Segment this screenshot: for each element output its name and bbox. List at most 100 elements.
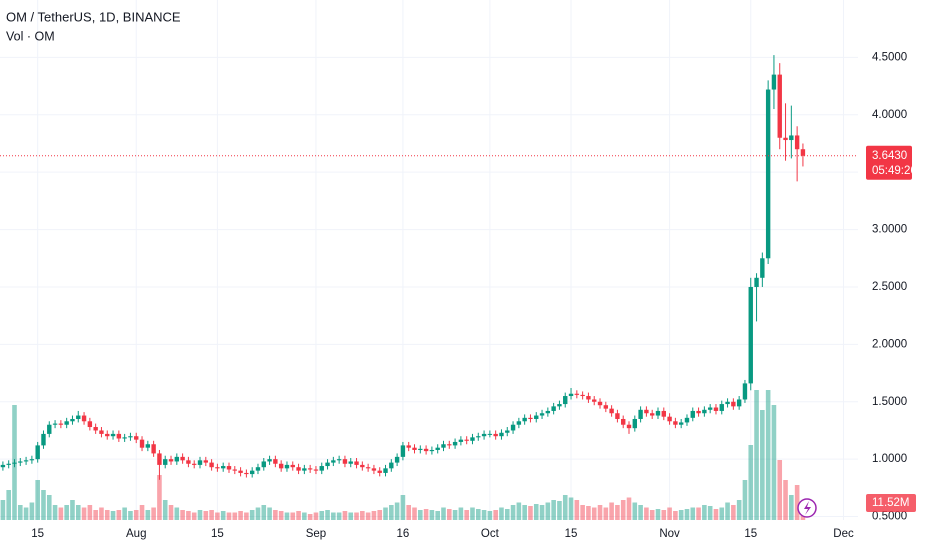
volume-bar	[232, 512, 238, 520]
candle-body	[418, 448, 423, 450]
candle-body	[661, 410, 666, 417]
volume-bar	[719, 507, 725, 520]
x-tick-label: Oct	[481, 528, 500, 540]
volume-bar	[331, 512, 336, 520]
candle-body	[81, 415, 87, 422]
volume-bar	[342, 511, 348, 520]
candle-body	[226, 466, 232, 470]
volume-bar	[423, 509, 429, 520]
candle-body	[476, 436, 481, 438]
candle-body	[760, 258, 765, 278]
candle-body	[319, 466, 324, 471]
volume-bar	[87, 505, 93, 520]
candle-body	[35, 445, 40, 460]
candle-body	[47, 424, 52, 434]
volume-bar	[104, 510, 110, 520]
volume-bar	[441, 507, 446, 520]
candle-body	[580, 394, 585, 397]
volume-bar	[673, 511, 678, 520]
candle-body	[609, 408, 614, 414]
candle-body	[777, 74, 782, 138]
candle-body	[447, 444, 452, 446]
candle-body	[789, 135, 794, 141]
candle-body	[684, 417, 690, 423]
candle-body	[719, 404, 724, 411]
candle-body	[290, 464, 295, 468]
volume-bar	[736, 500, 742, 520]
candle-body	[765, 89, 771, 259]
volume-bar	[122, 507, 127, 520]
volume-bar	[35, 480, 40, 520]
volume-bar	[348, 512, 354, 520]
candle-body	[232, 469, 237, 471]
volume-bar	[261, 505, 267, 520]
candle-body	[731, 401, 736, 407]
candle-body	[52, 423, 58, 425]
candle-body	[441, 444, 446, 448]
volume-bar	[418, 510, 423, 520]
candle-body	[505, 430, 510, 433]
candle-body	[29, 459, 35, 461]
candle-body	[220, 466, 226, 469]
candle-body	[134, 436, 139, 440]
candle-body	[736, 399, 742, 407]
candle-body	[238, 470, 243, 473]
volume-bar	[186, 511, 191, 520]
candle-body	[574, 393, 580, 395]
volume-bar	[458, 507, 464, 520]
candle-body	[41, 433, 46, 446]
volume-bar	[545, 502, 551, 520]
volume-bar	[678, 510, 684, 520]
y-tick-label: 1.0000	[872, 453, 907, 465]
candle-body	[586, 396, 591, 400]
volume-bar	[267, 507, 272, 520]
candle-body	[267, 459, 272, 462]
countdown-label: 05:49:26	[872, 165, 917, 177]
candle-body	[539, 413, 545, 416]
volume-bar	[41, 490, 46, 520]
chart-title: OM / TetherUS, 1D, BINANCE	[6, 9, 181, 24]
candle-body	[522, 417, 527, 422]
candle-body	[110, 433, 116, 437]
volume-bar	[667, 507, 672, 520]
candle-body	[105, 433, 110, 437]
volume-bar	[783, 480, 788, 520]
volume-bar	[493, 510, 498, 520]
volume-bar	[70, 500, 75, 520]
volume-bar	[215, 512, 220, 520]
volume-bar	[690, 507, 696, 520]
volume-bar	[777, 460, 783, 520]
candle-body	[771, 74, 777, 90]
candle-body	[12, 462, 17, 464]
y-tick-label: 2.0000	[872, 338, 907, 350]
price-pane	[0, 55, 806, 480]
volume-bar	[133, 510, 139, 520]
candle-body	[615, 413, 620, 419]
last-price-box	[866, 145, 912, 180]
volume-pane	[0, 390, 806, 520]
volume-bar	[499, 507, 504, 520]
volume-bar	[58, 507, 64, 520]
volume-bar	[597, 505, 603, 520]
y-tick-label: 4.0000	[872, 109, 907, 121]
candle-body	[464, 439, 469, 441]
last-volume-label: 11.52M	[872, 497, 910, 509]
volume-bar	[377, 510, 383, 520]
volume-bar	[307, 514, 313, 520]
candle-body	[435, 447, 440, 450]
volume-bar	[696, 507, 701, 520]
candle-body	[592, 399, 597, 402]
candle-body	[163, 459, 168, 465]
volume-bar	[273, 510, 278, 520]
candle-body	[284, 464, 290, 469]
volume-bar	[481, 510, 487, 520]
volume-bar	[209, 510, 214, 520]
volume-bar	[75, 505, 81, 520]
volume-bar	[684, 509, 690, 520]
last-price-label: 3.6430	[872, 150, 907, 162]
volume-bar	[539, 505, 545, 520]
volume-bar	[180, 510, 185, 520]
candle-body	[348, 461, 353, 464]
volume-bar	[383, 507, 388, 520]
